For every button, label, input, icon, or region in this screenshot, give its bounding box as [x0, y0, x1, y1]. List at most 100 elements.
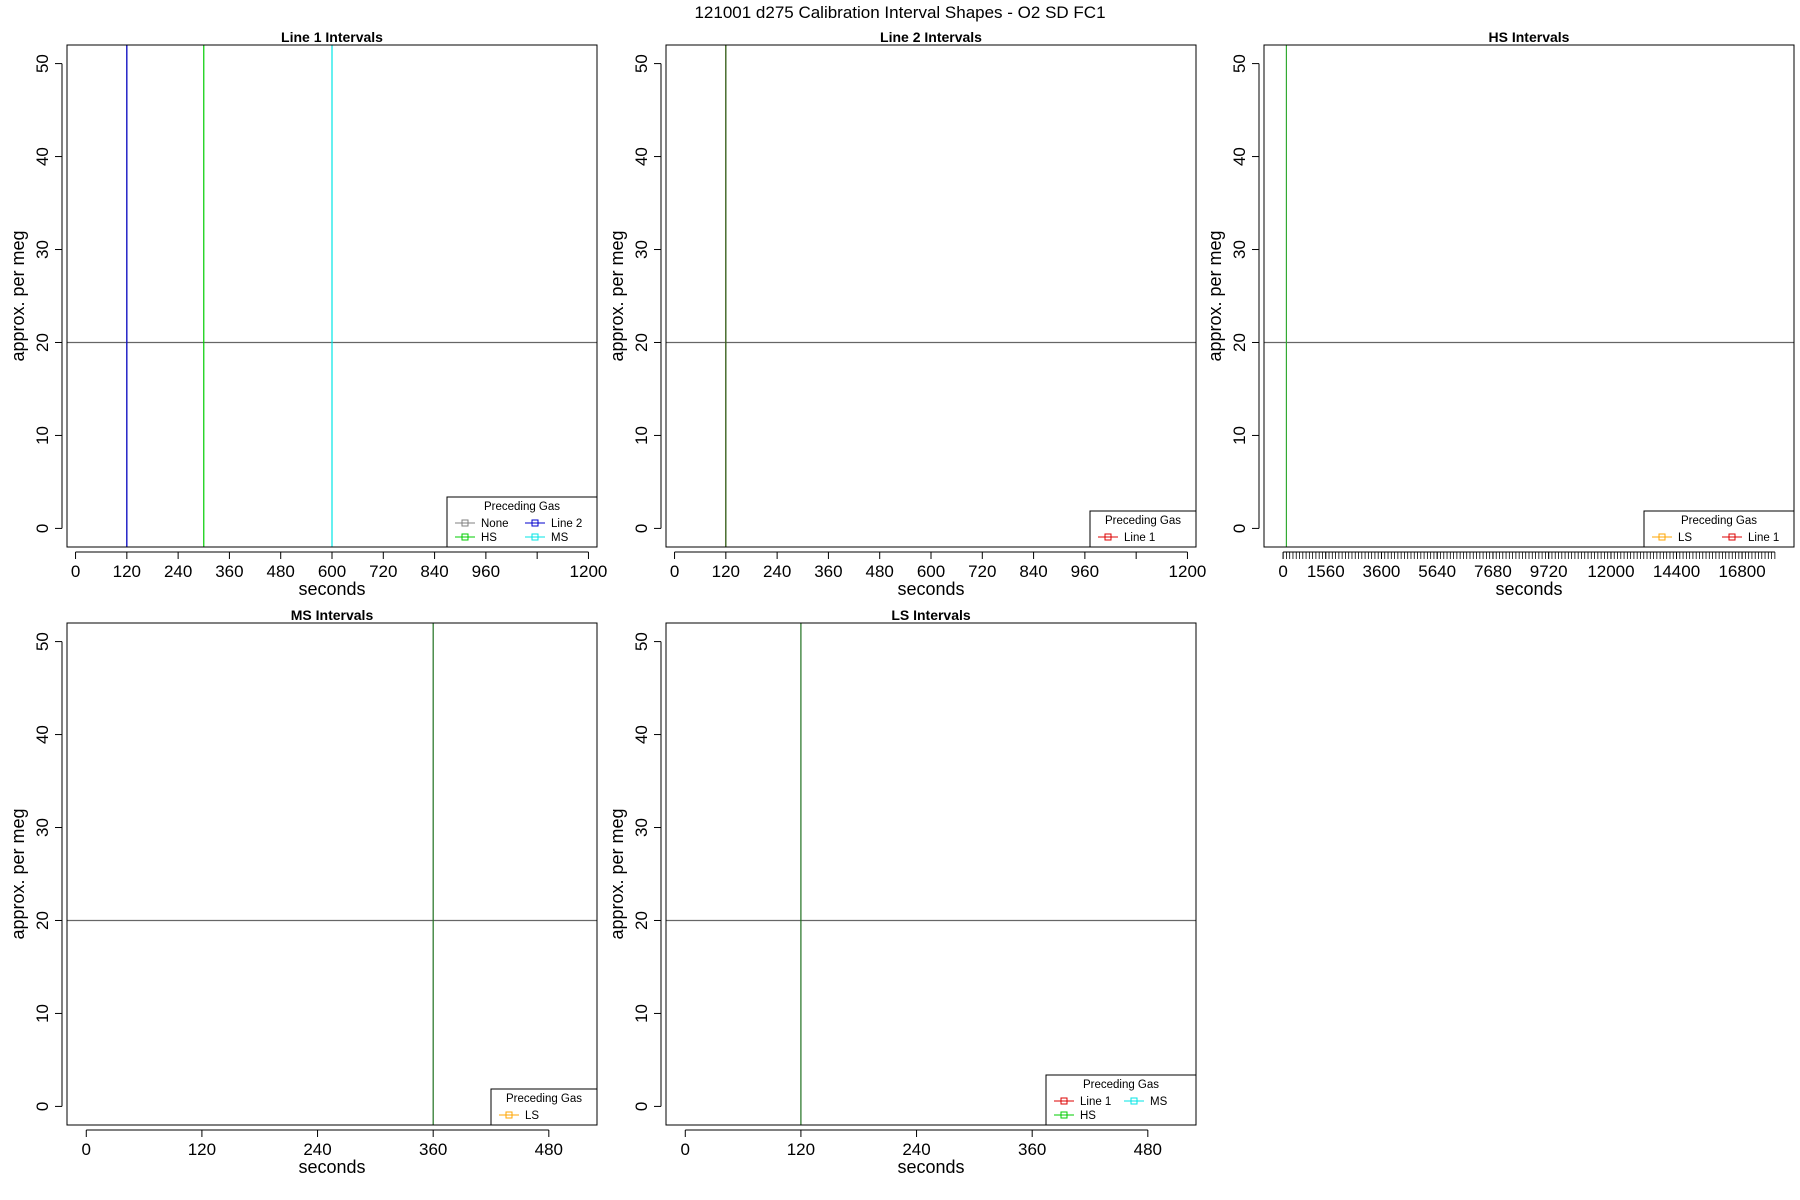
legend-box — [1643, 510, 1795, 548]
x-tick-label: 14400 — [1653, 562, 1700, 581]
x-tick-label: 1200 — [1169, 562, 1207, 581]
y-axis-label: approx. per meg — [607, 808, 627, 939]
legend-item-none: None — [455, 518, 509, 530]
x-tick-label: 240 — [902, 1140, 930, 1159]
plot-frame — [665, 44, 1197, 548]
legend-title: Preceding Gas — [1083, 1079, 1159, 1091]
panel-title: MS Intervals — [291, 607, 374, 623]
y-tick-label: 10 — [33, 426, 52, 445]
legend-swatch-marker — [1658, 533, 1666, 541]
x-tick-label: 840 — [420, 562, 448, 581]
y-tick-label: 40 — [33, 147, 52, 166]
legend-item-label: Line 1 — [1124, 532, 1155, 544]
x-tick-label: 600 — [318, 562, 346, 581]
x-tick-label: 480 — [1134, 1140, 1162, 1159]
x-tick-label: 0 — [82, 1140, 91, 1159]
panel-ms-intervals: MS Intervals 0 120 240 360 480 0 10 20 30 40 50 seco… — [8, 607, 598, 1177]
legend-box — [490, 1088, 598, 1126]
legend-item-label: MS — [551, 532, 569, 544]
legend: Preceding Gas Line 1 — [1089, 510, 1197, 548]
legend-title: Preceding Gas — [1105, 515, 1181, 527]
x-tick-label: 120 — [712, 562, 740, 581]
legend-item-label: HS — [1080, 1110, 1096, 1122]
legend-item-ls: LS — [1652, 532, 1692, 544]
legend-swatch-marker — [1104, 533, 1112, 541]
legend-swatch-marker — [531, 533, 539, 541]
legend-swatch-marker — [1060, 1111, 1068, 1119]
legend-swatch-marker — [461, 533, 469, 541]
panel-title: Line 2 Intervals — [880, 29, 982, 45]
y-tick-label: 50 — [632, 632, 651, 651]
y-tick-label: 50 — [33, 632, 52, 651]
x-tick-label: 720 — [968, 562, 996, 581]
x-tick-label: 7680 — [1474, 562, 1512, 581]
x-axis-label: seconds — [298, 579, 365, 599]
x-axis-label: seconds — [897, 1157, 964, 1177]
x-tick-label: 0 — [71, 562, 80, 581]
y-axis-label: approx. per meg — [607, 230, 627, 361]
y-tick-label: 20 — [33, 911, 52, 930]
legend: Preceding Gas LS Line 1 — [1643, 510, 1795, 548]
y-tick-label: 30 — [1230, 240, 1249, 259]
plot-frame — [66, 44, 598, 548]
plot-frame — [66, 622, 598, 1126]
x-tick-label: 960 — [472, 562, 500, 581]
legend-item-label: LS — [1678, 532, 1692, 544]
legend-item-ms: MS — [1124, 1096, 1168, 1108]
legend: Preceding Gas None Line 2 HS MS — [446, 496, 598, 548]
y-tick-label: 0 — [33, 1102, 52, 1111]
y-tick-label: 50 — [1230, 54, 1249, 73]
y-tick-label: 40 — [632, 147, 651, 166]
y-tick-label: 40 — [33, 725, 52, 744]
x-tick-label: 720 — [369, 562, 397, 581]
legend-item-label: LS — [525, 1110, 539, 1122]
panel-title: HS Intervals — [1489, 29, 1570, 45]
x-tick-label: 240 — [164, 562, 192, 581]
y-tick-label: 10 — [632, 426, 651, 445]
x-tick-label: 960 — [1071, 562, 1099, 581]
legend-swatch-marker — [505, 1111, 513, 1119]
y-tick-label: 50 — [33, 54, 52, 73]
y-axis-label: approx. per meg — [8, 230, 28, 361]
x-tick-label: 5640 — [1418, 562, 1456, 581]
x-tick-label: 120 — [113, 562, 141, 581]
legend-item-hs: HS — [455, 532, 497, 544]
y-tick-label: 50 — [632, 54, 651, 73]
x-tick-label: 9720 — [1530, 562, 1568, 581]
x-tick-label: 840 — [1019, 562, 1047, 581]
legend: Preceding Gas LS — [490, 1088, 598, 1126]
panel-ls-intervals: LS Intervals 0 120 240 360 480 0 10 20 30 40 50 seco… — [607, 607, 1197, 1177]
x-tick-label: 480 — [535, 1140, 563, 1159]
legend-item-line-2: Line 2 — [525, 518, 582, 530]
legend-item-hs: HS — [1054, 1110, 1096, 1122]
legend-item-label: HS — [481, 532, 497, 544]
legend-item-ls: LS — [499, 1110, 539, 1122]
x-tick-label: 360 — [419, 1140, 447, 1159]
legend-title: Preceding Gas — [1681, 515, 1757, 527]
legend-title: Preceding Gas — [506, 1093, 582, 1105]
panel-line-1-intervals: Line 1 Intervals 0 120 240 360 480 600 720 840 96… — [8, 29, 607, 599]
y-tick-label: 30 — [632, 240, 651, 259]
x-tick-label: 240 — [303, 1140, 331, 1159]
y-tick-label: 30 — [33, 818, 52, 837]
x-tick-label: 3600 — [1363, 562, 1401, 581]
x-tick-label: 1200 — [570, 562, 608, 581]
y-tick-label: 20 — [632, 911, 651, 930]
legend-item-ms: MS — [525, 532, 569, 544]
legend-swatch-marker — [531, 519, 539, 527]
legend: Preceding Gas Line 1 MS HS — [1045, 1074, 1197, 1126]
panel-title: LS Intervals — [891, 607, 971, 623]
y-axis-label: approx. per meg — [8, 808, 28, 939]
x-tick-label: 0 — [681, 1140, 690, 1159]
legend-box — [1089, 510, 1197, 548]
x-tick-label: 360 — [814, 562, 842, 581]
plot-frame — [665, 622, 1197, 1126]
y-tick-label: 0 — [632, 1102, 651, 1111]
legend-item-line-1: Line 1 — [1098, 532, 1155, 544]
legend-swatch-marker — [1130, 1097, 1138, 1105]
x-tick-label: 120 — [188, 1140, 216, 1159]
x-tick-label: 120 — [787, 1140, 815, 1159]
y-tick-label: 30 — [33, 240, 52, 259]
panel-line-2-intervals: Line 2 Intervals 0 120 240 360 480 600 720 840 96… — [607, 29, 1206, 599]
